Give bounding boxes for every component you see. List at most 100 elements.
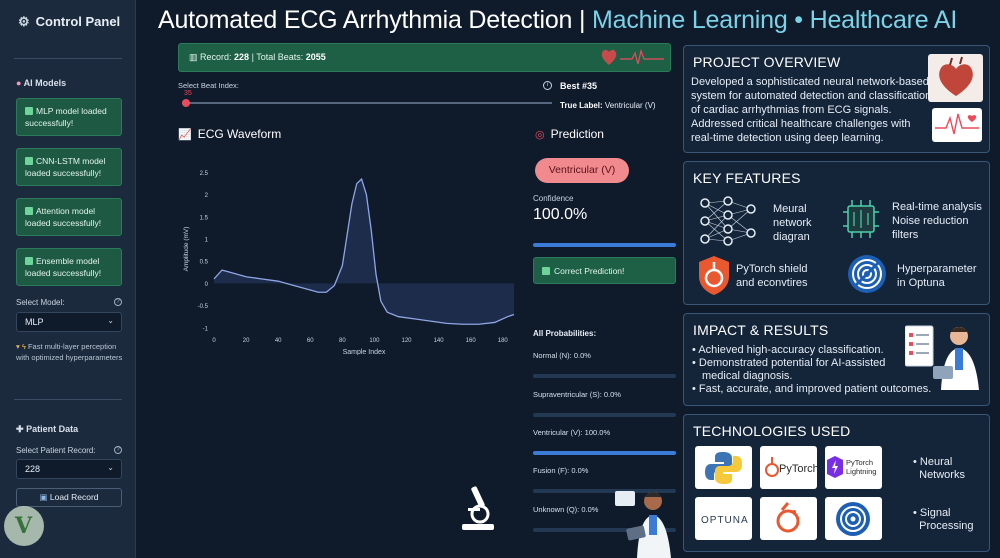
prob-track-supraventricular (533, 413, 676, 417)
prob-track-fusion (533, 489, 676, 493)
logo: V (4, 506, 44, 546)
check-icon (25, 207, 33, 215)
features-heading: KEY FEATURES (693, 170, 801, 186)
x-tick-label: 60 (307, 338, 314, 344)
feature-text: Meural network diagran (773, 203, 812, 243)
prediction-label: Ventricular (V) (535, 158, 629, 183)
models-section-title: ● AI Models (16, 78, 67, 88)
patient-record-label: Select Patient Record: (16, 446, 96, 455)
overview-line: real-time detection using deep learning. (691, 132, 884, 144)
chevron-down-icon: ⌄ (107, 463, 114, 472)
microscope-icon (462, 486, 494, 530)
correct-prediction-box: Correct Prediction! (533, 257, 676, 284)
feature-text: Hyperparameter in Optuna (897, 263, 977, 289)
neural-network-icon (700, 196, 756, 246)
beat-index-slider-track[interactable] (182, 102, 552, 104)
overview-line: system for automated detection and class… (691, 90, 932, 102)
chevron-down-icon: ⌄ (107, 316, 114, 325)
tile-text: PyTorch (779, 463, 817, 475)
ecg-monitor-icon (932, 108, 982, 142)
impact-bullet: • Achieved high-accuracy classification. (692, 344, 884, 356)
technologies-card: TECHNOLOGIES USED PyTorch PyTorch Lightn… (683, 414, 990, 552)
chart-icon: ▥ (189, 52, 198, 62)
check-icon (25, 107, 33, 115)
patient-section-title: ✚ Patient Data (16, 424, 79, 434)
help-icon[interactable]: ? (114, 446, 122, 454)
help-icon[interactable]: ? (114, 298, 122, 306)
heart-icon (601, 49, 617, 65)
model-status-attention: Attention model loaded successfully! (16, 198, 122, 236)
prob-label-fusion: Fusion (F): 0.0% (533, 466, 589, 475)
prob-fill-ventricular (533, 451, 676, 455)
info-icon[interactable]: i (543, 81, 552, 90)
pytorch-logo: PyTorch (760, 446, 819, 489)
clipboard-icon: ✚ (16, 424, 24, 434)
prediction-heading: ◎ Prediction (535, 127, 604, 141)
pytorch-icon: PyTorch (765, 457, 819, 477)
load-record-button[interactable]: ▣ Load Record (16, 488, 122, 507)
x-tick-label: 20 (243, 338, 250, 344)
waveform-heading: 📈 ECG Waveform (178, 127, 282, 141)
x-tick-label: 100 (369, 338, 380, 344)
record-info-bar: ▥ Record: 228 | Total Beats: 2055 (178, 43, 671, 72)
key-features-card: KEY FEATURES Meural network diagran Real-t… (683, 161, 990, 305)
tech-label: • Signal Processing (913, 507, 974, 532)
gear-icon: ⚙ (18, 14, 30, 29)
confidence-label: Confidence (533, 194, 574, 203)
model-status-ensemble: Ensemble model loaded successfully! (16, 248, 122, 286)
tile-text: Lightning (846, 467, 876, 476)
prob-track-normal (533, 374, 676, 378)
pytorch-lightning-logo: PyTorch Lightning (825, 446, 882, 489)
y-tick-label: -1 (203, 326, 209, 332)
sidebar: ⚙ Control Panel ● AI Models MLP model loa… (0, 0, 136, 558)
divider (14, 399, 122, 400)
model-note: ▾ ϟ Fast multi-layer perception with opt… (16, 342, 123, 362)
patient-record-select[interactable]: 228 ⌄ (16, 459, 122, 479)
impact-bullet: • Fast, accurate, and improved patient o… (692, 383, 932, 395)
ecg-waveform-chart: -1 -0.5 0 0.5 1 1.5 2 2.5 0 20 40 60 80 100 120 140 160 1… (183, 171, 515, 355)
overview-heading: PROJECT OVERVIEW (693, 54, 841, 70)
impact-bullet: • Demonstrated potential for AI-assisted (692, 357, 886, 369)
x-tick-label: 180 (498, 338, 509, 344)
y-tick-label: 2.5 (200, 171, 209, 177)
impact-results-card: IMPACT & RESULTS • Achieved high-accurac… (683, 313, 990, 406)
prob-track-unknown (533, 528, 676, 532)
target-icon: ◎ (535, 129, 545, 141)
all-probabilities-heading: All Probabilities: (533, 329, 597, 338)
tech-label: • Neural Networks (913, 456, 965, 481)
x-tick-label: 40 (275, 338, 282, 344)
beat-index-slider-thumb[interactable] (182, 99, 190, 107)
x-tick-label: 140 (434, 338, 445, 344)
prob-label-supraventricular: Supraventricular (S): 0.0% (533, 390, 621, 399)
x-tick-label: 0 (212, 338, 216, 344)
y-tick-label: 2 (205, 193, 209, 199)
prob-label-unknown: Unknown (Q): 0.0% (533, 505, 599, 514)
impact-bullet: medical diagnosis. (702, 370, 793, 382)
model-select[interactable]: MLP ⌄ (16, 312, 122, 332)
confidence-bar (533, 243, 676, 247)
overview-line: of cardiac arrhythmias from ECG signals. (691, 104, 892, 116)
folder-icon: ▣ (39, 492, 48, 502)
select-model-label: Select Model: (16, 298, 65, 307)
prob-label-ventricular: Ventricular (V): 100.0% (533, 428, 611, 437)
optuna-text-icon: OPTUNA (701, 515, 748, 526)
y-tick-label: 1.5 (200, 215, 209, 221)
prob-label-normal: Normal (N): 0.0% (533, 351, 591, 360)
x-tick-label: 120 (402, 338, 413, 344)
divider (14, 58, 122, 59)
waveform-line (213, 177, 515, 325)
brain-icon: ● (16, 78, 22, 88)
lightning-icon: PyTorch Lightning (827, 456, 876, 478)
x-tick-label: 80 (339, 338, 346, 344)
heart-icon (928, 54, 983, 102)
overview-line: Addressed critical healthcare challenges… (691, 118, 911, 130)
processor-icon (843, 200, 879, 238)
waveform-area (214, 179, 514, 325)
impact-heading: IMPACT & RESULTS (693, 322, 829, 338)
y-tick-label: 0.5 (200, 260, 209, 266)
python-logo (695, 446, 752, 489)
x-tick-label: 160 (466, 338, 477, 344)
optuna-circle-icon (836, 502, 870, 536)
chart-icon: 📈 (178, 129, 192, 141)
doctor-illustration (615, 491, 671, 558)
